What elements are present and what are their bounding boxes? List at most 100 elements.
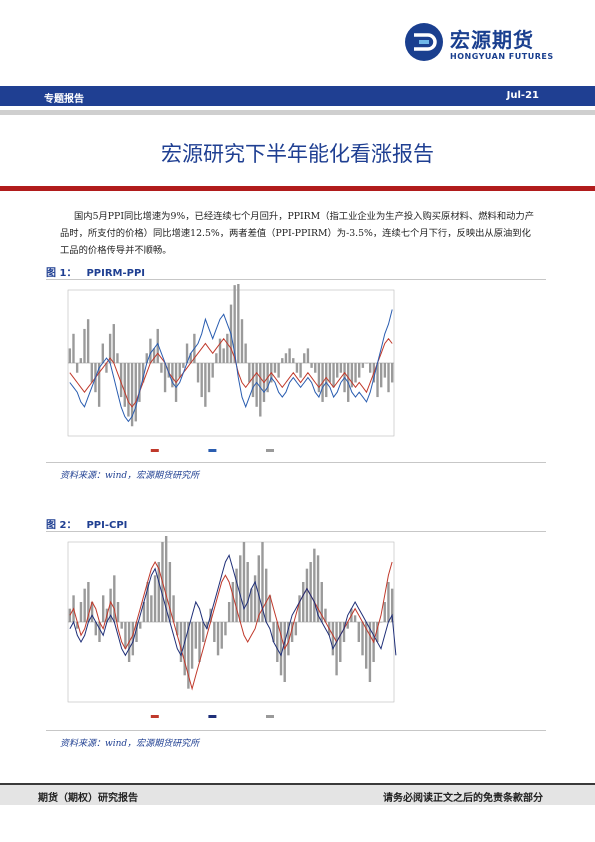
bar-mark — [365, 622, 368, 669]
bar-mark — [240, 319, 244, 363]
figure-2-source: 资料来源：wind，宏源期货研究所 — [60, 739, 200, 749]
bar-mark — [390, 588, 394, 622]
bar-mark — [309, 562, 312, 622]
footer-disclaimer-note: 请务必阅读正文之后的免责条款部分 — [383, 793, 543, 804]
bar-mark — [185, 343, 189, 363]
bar-mark — [302, 582, 305, 622]
bar-mark — [305, 568, 309, 622]
bar-mark — [149, 338, 152, 363]
legend-swatch-red — [150, 715, 159, 718]
bar-mark — [316, 555, 320, 622]
bar-mark — [294, 622, 298, 636]
figure-2-name: PPI-CPI — [86, 520, 128, 531]
bar-mark — [116, 353, 119, 363]
bar-mark — [182, 363, 185, 368]
bar-mark — [390, 363, 394, 383]
figure-2-rule — [46, 531, 546, 532]
bar-mark — [202, 622, 205, 642]
logo-name-en: HONGYUAN FUTURES — [450, 52, 554, 61]
bar-mark — [131, 622, 135, 656]
bar-mark — [68, 608, 72, 622]
company-logo: 宏源期货 HONGYUAN FUTURES — [404, 22, 564, 66]
bar-mark — [153, 575, 157, 622]
bar-mark — [369, 363, 372, 373]
bar-mark — [220, 622, 223, 649]
bar-mark — [365, 363, 368, 364]
bar-mark — [298, 595, 301, 622]
bar-mark — [179, 622, 183, 662]
figure-1-chart — [67, 284, 395, 452]
footer-report-type: 期货（期权）研究报告 — [38, 793, 138, 804]
figure-2-chart — [67, 536, 397, 718]
bar-mark — [357, 622, 361, 642]
bar-mark — [178, 363, 181, 378]
bar-mark — [109, 588, 112, 622]
bar-mark — [108, 333, 112, 363]
logo-mark-icon — [405, 23, 443, 61]
bar-mark — [354, 363, 357, 383]
bar-mark — [98, 622, 101, 642]
bar-mark — [376, 363, 379, 398]
bar-mark — [353, 615, 357, 622]
bar-mark — [79, 358, 83, 363]
bar-mark — [361, 363, 365, 368]
bar-mark — [235, 568, 238, 622]
bar-mark — [94, 622, 97, 636]
figure-1-rule — [46, 279, 546, 280]
bar-mark — [120, 622, 123, 629]
bar-mark — [123, 363, 126, 407]
bar-mark — [261, 542, 264, 622]
bar-mark — [335, 622, 338, 676]
bar-mark — [255, 363, 258, 407]
bar-mark — [139, 622, 142, 629]
bar-mark — [68, 348, 72, 363]
title-divider — [0, 186, 595, 191]
bar-mark — [277, 363, 280, 378]
bar-mark — [383, 363, 387, 378]
bar-mark — [211, 363, 214, 378]
bar-mark — [167, 363, 170, 378]
bar-mark — [72, 333, 75, 363]
bar-mark — [313, 548, 316, 622]
bar-mark — [105, 363, 108, 373]
bar-mark — [379, 363, 383, 388]
bar-mark — [325, 363, 328, 398]
bar-mark — [346, 622, 349, 629]
bar-mark — [299, 363, 302, 378]
bar-mark — [376, 622, 379, 642]
bar-mark — [112, 324, 115, 363]
bar-mark — [287, 622, 290, 656]
bar-mark — [204, 363, 207, 407]
legend-swatch-grey — [266, 715, 274, 718]
bar-mark — [361, 622, 364, 656]
bar-mark — [273, 363, 277, 373]
bar-mark — [189, 353, 192, 363]
legend-swatch-blue — [208, 449, 217, 452]
bar-mark — [250, 588, 253, 622]
bar-mark — [160, 363, 163, 373]
bar-mark — [145, 353, 148, 363]
bar-mark — [168, 562, 172, 622]
bar-mark — [350, 363, 354, 388]
bar-mark — [142, 602, 146, 622]
bar-mark — [303, 353, 306, 363]
bar-mark — [163, 363, 167, 393]
series-line-red — [69, 337, 393, 408]
bar-mark — [164, 536, 168, 622]
bar-mark — [383, 602, 386, 622]
bar-mark — [134, 363, 137, 422]
bar-mark — [339, 363, 343, 373]
bar-mark — [183, 622, 186, 676]
bar-mark — [379, 622, 383, 623]
bar-mark — [246, 562, 249, 622]
bar-mark — [205, 622, 209, 629]
bar-mark — [124, 622, 127, 649]
report-title: 宏源研究下半年能化看涨报告 — [161, 142, 434, 166]
bar-mark — [83, 588, 86, 622]
bar-mark — [283, 622, 286, 682]
bar-mark — [358, 363, 361, 378]
bar-mark — [237, 284, 240, 363]
figure-1-source: 资料来源：wind，宏源期货研究所 — [60, 471, 200, 481]
bar-mark — [295, 363, 299, 373]
page-footer: 期货（期权）研究报告 请务必阅读正文之后的免责条款部分 — [0, 783, 595, 805]
